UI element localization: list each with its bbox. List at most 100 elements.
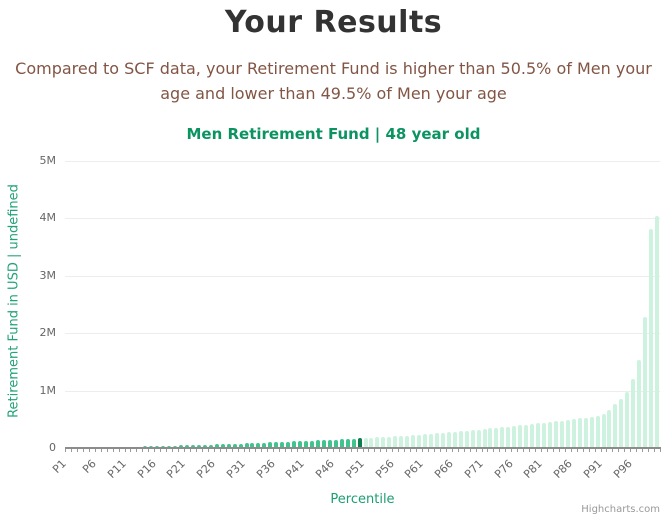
- bar[interactable]: [214, 444, 219, 448]
- bar[interactable]: [411, 435, 416, 448]
- bar[interactable]: [601, 413, 606, 448]
- bar[interactable]: [399, 435, 404, 448]
- bar[interactable]: [321, 440, 326, 448]
- bar[interactable]: [226, 443, 231, 448]
- bar[interactable]: [202, 444, 207, 448]
- bar[interactable]: [559, 420, 564, 448]
- bar[interactable]: [405, 435, 410, 448]
- bar[interactable]: [458, 431, 463, 448]
- bar[interactable]: [387, 436, 392, 448]
- bar[interactable]: [536, 423, 541, 448]
- x-axis-tick: [320, 449, 322, 452]
- bar[interactable]: [500, 427, 505, 448]
- bar[interactable]: [381, 437, 386, 448]
- bar[interactable]: [643, 316, 648, 448]
- bar[interactable]: [482, 429, 487, 448]
- bar[interactable]: [649, 228, 654, 448]
- bar[interactable]: [315, 440, 320, 448]
- bar[interactable]: [286, 441, 291, 448]
- x-axis-tick: [588, 449, 590, 452]
- bar[interactable]: [250, 443, 255, 448]
- bar[interactable]: [619, 398, 624, 448]
- bar[interactable]: [470, 430, 475, 448]
- bar[interactable]: [547, 422, 552, 448]
- bar[interactable]: [369, 437, 374, 448]
- bar[interactable]: [232, 443, 237, 448]
- bar[interactable]: [494, 427, 499, 448]
- x-axis-tick: [225, 449, 227, 452]
- bar[interactable]: [595, 415, 600, 448]
- bar[interactable]: [434, 433, 439, 448]
- bar[interactable]: [339, 439, 344, 448]
- bar[interactable]: [583, 417, 588, 448]
- x-axis-label: P51: [342, 457, 367, 481]
- x-axis-tick: [558, 449, 560, 452]
- bar[interactable]: [363, 438, 368, 448]
- x-axis-tick: [82, 449, 84, 452]
- bar[interactable]: [327, 439, 332, 448]
- bar[interactable]: [167, 445, 172, 448]
- x-axis-tick: [273, 449, 275, 452]
- bar-user-percentile[interactable]: [357, 438, 362, 448]
- bar[interactable]: [607, 410, 612, 448]
- x-axis-tick: [523, 449, 525, 452]
- x-axis-tick: [404, 449, 406, 452]
- bar[interactable]: [304, 440, 308, 448]
- bar[interactable]: [268, 442, 273, 448]
- bar[interactable]: [428, 433, 433, 448]
- x-axis-label: P36: [253, 457, 278, 481]
- bar[interactable]: [333, 439, 338, 448]
- bar[interactable]: [375, 437, 380, 448]
- bar[interactable]: [565, 419, 570, 448]
- x-axis-tick: [648, 449, 650, 452]
- bar[interactable]: [577, 418, 582, 448]
- bar[interactable]: [238, 443, 243, 448]
- bar[interactable]: [190, 445, 195, 448]
- bar[interactable]: [571, 419, 576, 448]
- bar[interactable]: [393, 436, 398, 448]
- bar[interactable]: [613, 404, 618, 448]
- bar[interactable]: [440, 432, 445, 448]
- bar[interactable]: [173, 445, 178, 448]
- bar[interactable]: [655, 215, 660, 448]
- bar[interactable]: [518, 425, 523, 448]
- bar[interactable]: [637, 360, 642, 448]
- bar[interactable]: [512, 425, 517, 448]
- highcharts-credit-link[interactable]: Highcharts.com: [581, 504, 660, 515]
- bar[interactable]: [488, 428, 493, 448]
- bar[interactable]: [280, 441, 285, 448]
- x-axis-tick: [505, 449, 507, 452]
- x-axis-tick: [291, 449, 293, 452]
- x-axis-tick: [374, 449, 376, 452]
- bar[interactable]: [452, 431, 457, 448]
- bar[interactable]: [244, 443, 249, 448]
- bar[interactable]: [256, 442, 261, 448]
- bar[interactable]: [196, 444, 201, 448]
- bar[interactable]: [589, 416, 594, 448]
- bar[interactable]: [524, 424, 529, 448]
- bar[interactable]: [185, 445, 189, 448]
- bar[interactable]: [298, 441, 303, 448]
- bar[interactable]: [476, 429, 481, 448]
- bar[interactable]: [423, 434, 427, 448]
- bar[interactable]: [446, 432, 451, 448]
- x-axis-tick: [267, 449, 269, 452]
- bar[interactable]: [274, 442, 279, 448]
- bar[interactable]: [179, 445, 184, 448]
- bar[interactable]: [292, 441, 297, 448]
- bar[interactable]: [417, 434, 422, 448]
- bar[interactable]: [345, 438, 350, 448]
- bar[interactable]: [161, 445, 166, 448]
- bar[interactable]: [208, 444, 213, 448]
- bar[interactable]: [262, 442, 267, 448]
- bar[interactable]: [464, 430, 469, 448]
- bar[interactable]: [530, 424, 535, 448]
- bar[interactable]: [506, 426, 511, 448]
- bar[interactable]: [351, 438, 356, 448]
- bar[interactable]: [220, 444, 225, 448]
- bar[interactable]: [542, 422, 546, 448]
- bar[interactable]: [625, 392, 630, 448]
- bar[interactable]: [309, 440, 314, 448]
- bar[interactable]: [553, 421, 558, 448]
- bar[interactable]: [631, 378, 636, 448]
